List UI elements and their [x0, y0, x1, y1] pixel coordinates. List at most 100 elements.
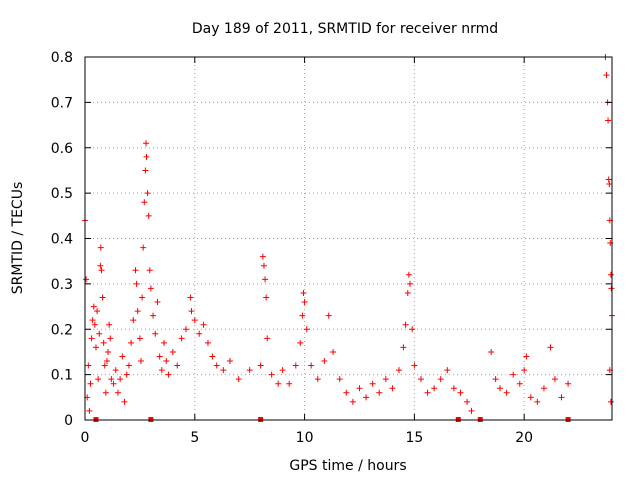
data-point: [90, 303, 97, 310]
x-tick-label: 0: [81, 430, 90, 446]
data-point: [406, 280, 413, 287]
data-point: [431, 385, 438, 392]
data-point: [343, 389, 350, 396]
data-point: [608, 285, 615, 292]
data-point: [142, 167, 149, 174]
data-point: [143, 140, 150, 147]
data-point: [89, 317, 96, 324]
data-point: [150, 312, 157, 319]
x-axis-ticks: 0 5 10 15 20: [81, 57, 533, 446]
data-point: [437, 376, 444, 383]
data-point: [527, 394, 534, 401]
data-point: [402, 321, 409, 328]
data-point: [521, 367, 528, 374]
data-point: [314, 376, 321, 383]
data-point: [263, 294, 270, 301]
data-point: [411, 362, 418, 369]
data-point: [152, 330, 159, 337]
data-point: [503, 389, 510, 396]
data-point: [396, 367, 403, 374]
data-point: [450, 385, 457, 392]
data-point: [204, 339, 211, 346]
data-point: [510, 371, 517, 378]
data-point: [424, 389, 431, 396]
data-point: [88, 335, 95, 342]
data-point: [136, 335, 143, 342]
data-point: [147, 285, 154, 292]
data-point: [257, 362, 264, 369]
x-tick-label: 10: [296, 430, 314, 446]
data-point: [292, 362, 299, 369]
y-tick-label: 0.3: [51, 277, 73, 293]
data-point: [497, 385, 504, 392]
data-point: [558, 394, 565, 401]
data-point: [143, 153, 150, 160]
data-point: [209, 353, 216, 360]
data-point: [246, 367, 253, 374]
data-point: [547, 344, 554, 351]
data-point: [191, 317, 198, 324]
data-point: [409, 326, 416, 333]
data-point: [174, 362, 181, 369]
data-point: [400, 344, 407, 351]
data-point: [87, 380, 94, 387]
data-point: [133, 280, 140, 287]
data-point: [226, 358, 233, 365]
data-point: [301, 299, 308, 306]
data-point: [457, 389, 464, 396]
data-point: [130, 317, 137, 324]
data-point: [102, 389, 109, 396]
data-point: [264, 335, 271, 342]
data-point: [83, 276, 90, 283]
data-point: [98, 267, 105, 274]
y-tick-label: 0.1: [51, 368, 73, 384]
x-axis-label: GPS time / hours: [289, 458, 406, 474]
data-point: [91, 321, 98, 328]
grid: [85, 57, 612, 420]
data-point: [303, 326, 310, 333]
data-point: [99, 294, 106, 301]
data-point: [140, 244, 147, 251]
data-point: [139, 294, 146, 301]
data-point: [112, 367, 119, 374]
data-point: [161, 339, 168, 346]
data-point: [95, 376, 102, 383]
y-tick-label: 0.8: [51, 50, 73, 66]
data-point: [86, 407, 93, 414]
y-tick-label: 0.7: [51, 95, 73, 111]
y-axis-ticks: 0 0.1 0.2 0.3 0.4 0.5 0.6 0.7 0.8: [51, 50, 612, 429]
data-point: [405, 271, 412, 278]
data-point: [297, 339, 304, 346]
y-tick-label: 0.5: [51, 186, 73, 202]
data-point: [417, 376, 424, 383]
data-point: [605, 117, 612, 124]
data-point: [376, 389, 383, 396]
data-point: [178, 335, 185, 342]
data-point: [363, 394, 370, 401]
data-point: [119, 353, 126, 360]
data-point: [188, 308, 195, 315]
data-point: [268, 371, 275, 378]
data-point: [607, 271, 614, 278]
data-point: [308, 362, 315, 369]
x-tick-label: 20: [515, 430, 533, 446]
data-point: [137, 358, 144, 365]
data-point: [336, 376, 343, 383]
data-point: [389, 385, 396, 392]
data-point: [488, 348, 495, 355]
chart-title: Day 189 of 2011, SRMTID for receiver nrm…: [192, 21, 498, 37]
data-point: [213, 362, 220, 369]
data-point: [165, 371, 172, 378]
data-point: [404, 289, 411, 296]
data-point: [108, 376, 115, 383]
data-point: [123, 371, 130, 378]
data-point: [275, 380, 282, 387]
data-point: [325, 312, 332, 319]
data-point: [300, 289, 307, 296]
data-point: [349, 398, 356, 405]
data-point: [279, 367, 286, 374]
data-point: [565, 380, 572, 387]
data-point: [605, 176, 612, 183]
data-point: [444, 367, 451, 374]
data-point: [606, 181, 613, 188]
